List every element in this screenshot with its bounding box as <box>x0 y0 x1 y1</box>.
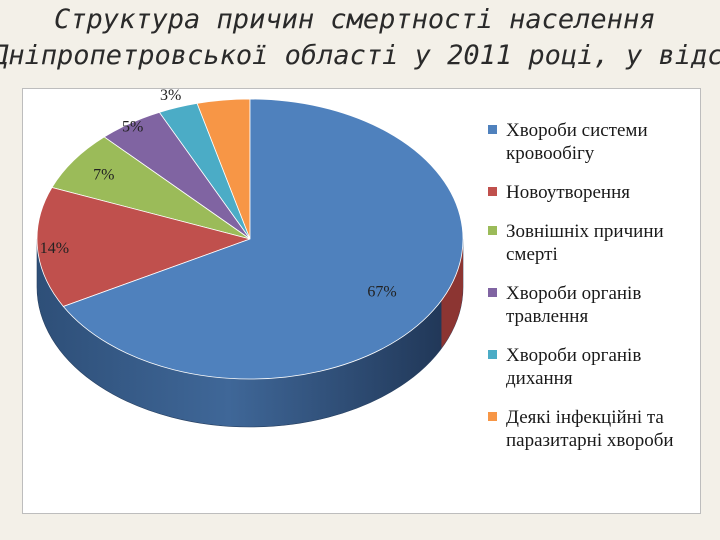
legend-swatch-respiratory <box>488 350 497 359</box>
legend-swatch-infectious <box>488 412 497 421</box>
pie-slice-cardiovascular <box>62 98 464 380</box>
legend-swatch-neoplasms <box>488 187 497 196</box>
pie-slices <box>36 98 464 380</box>
pie-side-neoplasms <box>441 239 463 349</box>
legend-swatch-digestive <box>488 288 497 297</box>
legend-label-respiratory: Хвороби органів дихання <box>506 345 642 389</box>
chart-title-line-2: Дніпропетровської області у 2011 році, у… <box>0 40 720 71</box>
data-label-infectious: 4% <box>209 89 230 92</box>
data-label-cardiovascular: 67% <box>367 283 396 300</box>
legend-label-digestive: Хвороби органів травлення <box>506 283 642 327</box>
legend-item-external-causes: Зовнішніх причини смерті <box>488 220 693 266</box>
legend-item-cardiovascular: Хвороби системи кровообігу <box>488 119 693 165</box>
data-labels: 4% 3% 5% 7% 14% 67% <box>40 89 397 300</box>
legend-swatch-external-causes <box>488 226 497 235</box>
data-label-neoplasms: 14% <box>40 240 69 257</box>
pie-chart: 4% 3% 5% 7% 14% 67% <box>36 89 464 428</box>
data-label-digestive: 5% <box>122 119 143 136</box>
legend-item-digestive: Хвороби органів травлення <box>488 282 693 328</box>
legend: Хвороби системи кровообігу Новоутворення… <box>488 119 693 468</box>
legend-item-respiratory: Хвороби органів дихання <box>488 344 693 390</box>
legend-label-infectious: Деякі інфекційні та паразитарні хвороби <box>506 407 674 451</box>
data-label-external-causes: 7% <box>93 167 114 184</box>
legend-label-neoplasms: Новоутворення <box>506 182 630 203</box>
pie-slice-neoplasms <box>36 187 252 307</box>
legend-label-cardiovascular: Хвороби системи кровообігу <box>506 120 648 164</box>
chart-title-line-1: Структура причин смертності населення <box>54 4 656 35</box>
legend-label-external-causes: Зовнішніх причини смерті <box>506 221 664 265</box>
legend-item-neoplasms: Новоутворення <box>488 181 693 204</box>
chart-area: 4% 3% 5% 7% 14% 67% Хвороби системи кровообіг… <box>22 88 701 514</box>
data-label-respiratory: 3% <box>160 89 181 104</box>
legend-item-infectious: Деякі інфекційні та паразитарні хвороби <box>488 406 693 452</box>
legend-swatch-cardiovascular <box>488 125 497 134</box>
chart-title: Структура причин смертності населення Дн… <box>0 0 720 80</box>
